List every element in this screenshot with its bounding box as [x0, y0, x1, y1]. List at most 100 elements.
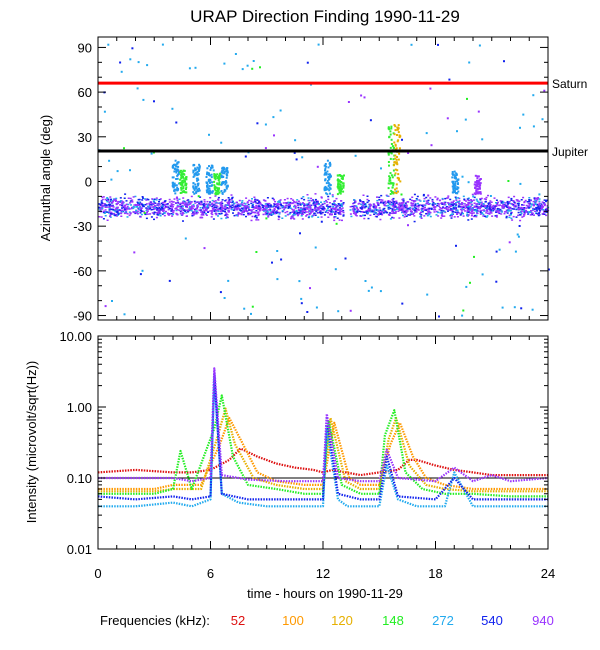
azimuth-point [242, 204, 245, 207]
azimuth-point [449, 208, 452, 210]
azimuth-point [176, 197, 179, 200]
azimuth-point [535, 207, 538, 210]
azimuth-point [223, 62, 226, 65]
azimuth-point [441, 197, 444, 200]
azimuth-point [387, 207, 390, 210]
azimuth-point [530, 210, 532, 212]
azimuth-point [278, 213, 281, 215]
azimuth-point [205, 209, 208, 212]
azimuth-point [391, 216, 394, 219]
azimuth-burst-point [474, 183, 477, 186]
azimuth-burst-point [397, 131, 400, 134]
azimuth-point [119, 201, 122, 203]
azimuth-point [298, 211, 301, 214]
azimuth-point [166, 206, 169, 208]
azimuth-point [538, 207, 541, 210]
azimuth-burst-point [396, 140, 399, 143]
azimuth-point [299, 232, 301, 235]
azimuth-point [440, 217, 443, 219]
azimuth-point [251, 211, 254, 214]
azimuth-point [401, 211, 403, 214]
azimuth-burst-point [452, 182, 455, 185]
azimuth-burst-point [451, 185, 454, 188]
azimuth-burst-point [216, 187, 219, 190]
azimuth-point [232, 212, 234, 214]
azimuth-point [119, 197, 122, 199]
azimuth-point [265, 207, 268, 209]
azimuth-point [233, 214, 236, 217]
azimuth-burst-point [210, 176, 213, 179]
azimuth-burst-point [173, 170, 176, 173]
azimuth-point [490, 201, 493, 203]
azimuth-point [142, 98, 145, 101]
azimuth-point [288, 206, 290, 208]
azimuth-point [299, 210, 302, 212]
azimuth-point [516, 233, 519, 236]
azimuth-point [271, 261, 273, 264]
azimuth-point [245, 215, 247, 218]
azimuth-point [211, 209, 214, 211]
azimuth-point [314, 214, 317, 216]
azimuth-point [528, 203, 531, 206]
azimuth-point [321, 211, 324, 214]
azimuth-burst-point [173, 184, 176, 187]
azimuth-burst-point [216, 182, 219, 185]
azimuth-point [307, 203, 310, 205]
azimuth-point [510, 199, 513, 201]
azimuth-point [541, 204, 544, 207]
azimuth-point [405, 205, 408, 208]
azimuth-point [438, 208, 441, 211]
azimuth-point [259, 206, 262, 208]
azimuth-point [529, 200, 532, 202]
azimuth-point [454, 211, 457, 213]
azimuth-point [299, 204, 302, 206]
azimuth-point [244, 155, 247, 158]
azimuth-point [268, 202, 271, 205]
azimuth-point [257, 213, 260, 216]
azimuth-point [313, 207, 316, 210]
azimuth-point [383, 210, 386, 212]
azimuth-point [514, 204, 517, 207]
azimuth-point [101, 206, 104, 208]
azimuth-burst-point [457, 178, 460, 181]
azimuth-burst-point [324, 189, 327, 191]
azimuth-point [99, 208, 102, 210]
azimuth-point [505, 205, 508, 208]
azimuth-point [401, 210, 404, 212]
azimuth-point [107, 43, 110, 46]
azimuth-burst-point [389, 157, 392, 160]
azimuth-point [485, 212, 488, 214]
azimuth-point [258, 207, 260, 210]
azimuth-point [154, 206, 156, 209]
azimuth-point [341, 205, 343, 207]
azimuth-point [199, 202, 202, 204]
azimuth-point [334, 204, 337, 207]
azimuth-point [167, 213, 169, 215]
azimuth-point [175, 213, 178, 215]
azimuth-point [225, 217, 228, 219]
azimuth-point [531, 213, 534, 216]
azimuth-point [486, 206, 489, 208]
azimuth-point [522, 215, 525, 217]
azimuth-point [321, 203, 324, 205]
azimuth-ytick-label: -60 [73, 264, 92, 279]
azimuth-burst-point [327, 182, 330, 184]
azimuth-point [160, 202, 163, 205]
azimuth-burst-point [194, 183, 197, 186]
azimuth-point [517, 235, 520, 238]
azimuth-point [435, 210, 438, 213]
azimuth-point [226, 214, 229, 216]
azimuth-point [477, 201, 480, 204]
azimuth-point [510, 217, 513, 220]
azimuth-point [502, 201, 505, 203]
azimuth-point [510, 212, 513, 214]
azimuth-point [328, 210, 331, 212]
azimuth-point [194, 66, 197, 69]
azimuth-point [121, 207, 123, 209]
azimuth-burst-point [181, 184, 184, 187]
azimuth-point [235, 207, 238, 209]
azimuth-point [459, 208, 462, 211]
azimuth-burst-point [339, 175, 342, 177]
azimuth-point [326, 204, 329, 206]
azimuth-point [241, 208, 244, 211]
